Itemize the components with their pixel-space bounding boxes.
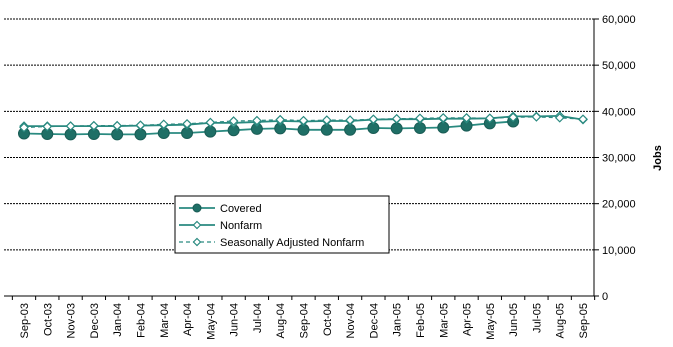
x-tick-label: Jul-04 [252,303,264,333]
data-point [65,121,76,131]
x-tick-label: Nov-04 [345,303,357,338]
data-point-covered [437,121,450,134]
data-point-covered [134,128,147,141]
x-tick-label: Aug-05 [555,303,567,338]
data-point-covered [344,123,357,136]
series-layer [18,111,588,141]
x-tick-label: Mar-05 [438,303,450,338]
y-tick-label: 20,000 [602,199,636,211]
data-point [368,114,379,125]
legend-label: Covered [220,203,262,215]
legend-marker-circle [192,203,202,213]
data-point [438,112,449,123]
data-point [158,119,169,130]
data-point [135,120,146,131]
x-tick-label: Feb-05 [415,303,427,338]
data-point [391,113,402,124]
data-point [42,121,53,132]
series-line [23,120,514,136]
y-tick-label: 40,000 [602,106,636,118]
x-tick-label: Sep-03 [19,303,31,338]
x-tick-label: May-05 [485,303,497,340]
x-tick-label: Jul-05 [531,303,543,333]
x-tick-label: Oct-04 [322,303,334,336]
legend: Covered Nonfarm Seasonally Adjusted Nonfar… [174,195,390,254]
y-tick-label: 0 [602,291,608,303]
series-seasonally-adjusted-nonfarm [19,112,588,133]
data-point [298,115,309,126]
data-point [461,112,472,123]
x-tick-label: May-04 [205,303,217,340]
data-point [345,115,355,125]
y-axis: 0 10,000 20,000 30,000 40,000 50,000 60,000 [593,14,636,303]
x-tick-label: Jun-05 [508,303,520,337]
x-tick-label: Aug-04 [275,303,287,338]
x-tick-label: Sep-05 [578,303,590,338]
data-point-covered [320,123,333,136]
data-point [484,113,495,124]
y-tick-label: 50,000 [602,60,636,72]
y-tick-label: 10,000 [602,245,636,257]
x-tick-label: Jun-04 [229,303,241,337]
data-point [578,114,588,125]
data-point [112,120,123,131]
data-point [89,120,99,131]
legend-label: Nonfarm [220,220,262,232]
x-tick-label: Dec-03 [89,303,101,338]
data-point [205,117,216,128]
data-point [182,118,192,129]
y-axis-title: Jobs [652,145,664,171]
x-tick-label: Dec-04 [368,303,380,338]
data-point [531,112,542,122]
data-point [228,116,239,126]
x-tick-label: Mar-04 [159,303,171,338]
legend-label: Seasonally Adjusted Nonfarm [220,237,364,249]
x-tick-label: Sep-04 [299,303,311,338]
x-tick-label: Apr-05 [462,303,474,336]
data-point-covered [204,125,217,138]
legend-marker-diamond [192,220,202,230]
y-tick-label: 60,000 [602,14,636,26]
data-point [554,112,565,123]
data-point-covered [413,121,426,134]
y-tick-label: 30,000 [602,153,636,165]
x-tick-label: Nov-03 [66,303,78,338]
data-point [415,113,425,124]
data-point [252,115,262,126]
x-tick-label: Jan-04 [112,303,124,337]
data-point [275,114,286,125]
x-tick-label: Jan-05 [392,303,404,337]
data-point-covered [390,122,403,135]
data-point [19,122,29,133]
series-covered [18,115,520,141]
data-point [321,115,332,125]
legend-marker-diamond [192,237,202,247]
x-tick-label: Feb-04 [135,303,147,338]
x-tick-label: Oct-03 [42,303,54,336]
x-tick-label: Apr-04 [182,303,194,336]
data-point [508,112,518,123]
x-axis: Sep-03 Oct-03 Nov-03 Dec-03 Jan-04 Feb-04 Mar-… [4,295,596,340]
